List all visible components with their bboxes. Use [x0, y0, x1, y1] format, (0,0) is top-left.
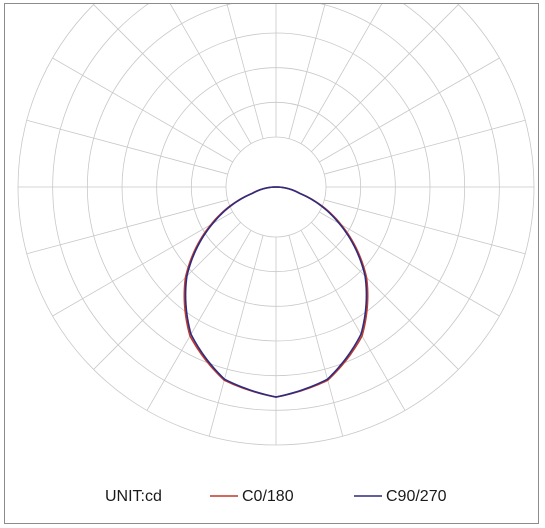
- grid-spoke: [146, 230, 252, 411]
- polar-grid: [17, 4, 535, 446]
- grid-spoke: [319, 211, 500, 317]
- curve-layer: [183, 186, 369, 398]
- grid-spoke: [208, 235, 264, 437]
- grid-spoke: [93, 4, 241, 152]
- grid-spoke: [311, 222, 459, 370]
- grid-spoke: [300, 4, 383, 144]
- curve-c90-270: [184, 186, 368, 398]
- grid-spoke: [311, 4, 459, 152]
- legend: UNIT:cd C0/180 C90/270: [105, 488, 447, 505]
- grid-spoke: [288, 4, 326, 139]
- grid-spoke: [226, 4, 264, 139]
- grid-spoke: [169, 4, 252, 144]
- unit-label: UNIT:cd: [105, 488, 162, 505]
- grid-spoke: [319, 57, 500, 163]
- grid-spoke: [300, 230, 406, 411]
- legend-label-c0-180: C0/180: [242, 488, 294, 505]
- grid-spoke: [26, 119, 228, 175]
- grid-spoke: [93, 222, 241, 370]
- grid-spoke: [52, 57, 233, 163]
- grid-spoke: [324, 119, 526, 175]
- grid-spoke: [324, 199, 526, 255]
- polar-chart: UNIT:cd C0/180 C90/270: [17, 4, 535, 505]
- legend-label-c90-270: C90/270: [386, 488, 447, 505]
- grid-spoke: [52, 211, 233, 317]
- chart-frame: UNIT:cd C0/180 C90/270: [4, 3, 539, 524]
- grid-spoke: [288, 235, 344, 437]
- grid-spoke: [26, 199, 228, 255]
